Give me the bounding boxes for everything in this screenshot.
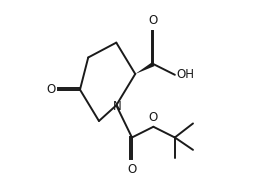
Polygon shape (135, 62, 154, 74)
Text: O: O (127, 163, 137, 176)
Text: N: N (113, 100, 121, 113)
Text: OH: OH (177, 68, 195, 81)
Text: O: O (46, 83, 56, 96)
Text: O: O (149, 111, 158, 124)
Text: O: O (149, 14, 158, 27)
